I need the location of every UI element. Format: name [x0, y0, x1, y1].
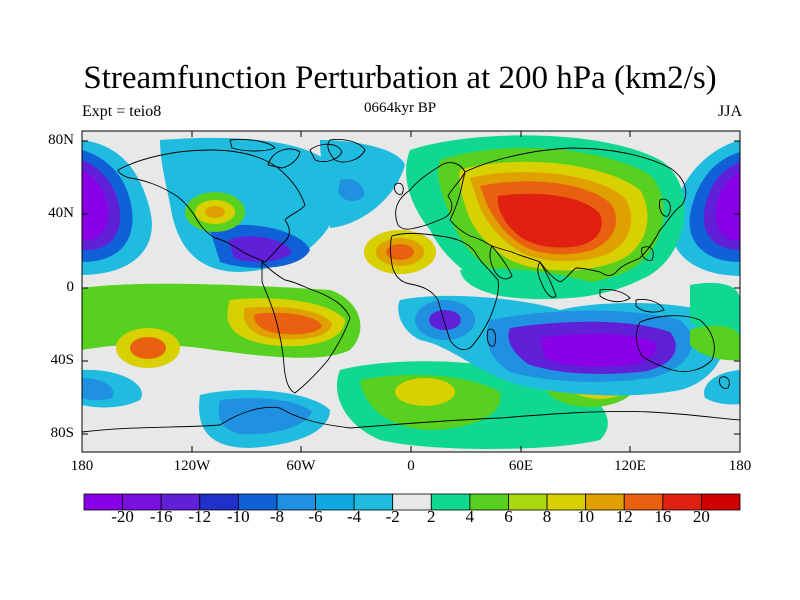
colorbar-label: 10	[577, 507, 595, 526]
lon-label-180w: 180	[70, 458, 94, 474]
colorbar-label: 20	[692, 507, 710, 526]
coastlines	[82, 139, 740, 433]
lon-label-60w: 60W	[286, 458, 316, 474]
colorbar-label: 2	[427, 507, 436, 526]
coastline-antarctica	[82, 406, 740, 433]
coastline-africa	[390, 232, 499, 351]
lon-label-0: 0	[407, 458, 415, 474]
colorbar-label: -16	[149, 507, 173, 526]
lat-label-40s: 40S	[50, 352, 74, 368]
experiment-label: Expt = teio8	[82, 103, 162, 120]
lon-label-60e: 60E	[508, 458, 534, 474]
coastline-europe	[395, 162, 466, 230]
coastline-north-america	[117, 149, 306, 263]
coastline-asia	[449, 147, 687, 283]
lat-label-40n: 40N	[48, 205, 74, 221]
lon-label-120w: 120W	[173, 458, 211, 474]
coastline-south-america	[261, 260, 351, 394]
plot-title: Streamfunction Perturbation at 200 hPa (…	[83, 60, 717, 96]
contour-field	[82, 135, 740, 449]
lat-label-0: 0	[66, 279, 75, 295]
lat-label-80n: 80N	[48, 132, 74, 148]
colorbar-label: 16	[654, 507, 672, 526]
tick-marks	[81, 131, 741, 452]
colorbar-label: 12	[615, 507, 633, 526]
colorbar-label: 6	[504, 507, 513, 526]
colorbar-box	[701, 493, 741, 511]
coastline-australia	[635, 315, 715, 372]
lon-label-120e: 120E	[614, 458, 646, 474]
colorbar-label: -6	[308, 507, 323, 526]
colorbar-label: 4	[465, 507, 475, 526]
lat-label-80s: 80S	[50, 425, 74, 441]
colorbar	[83, 493, 741, 511]
colorbar-label: -20	[111, 507, 134, 526]
colorbar-label: -10	[227, 507, 250, 526]
plot-subtitle: 0664kyr BP	[363, 100, 437, 116]
colorbar-label: -12	[188, 507, 212, 526]
colorbar-label: -8	[269, 507, 285, 526]
colorbar-label: -2	[385, 507, 400, 526]
colorbar-label: 8	[542, 507, 552, 526]
colorbar-label: -4	[347, 507, 362, 526]
season-label: JJA	[717, 103, 742, 120]
lon-label-180e: 180	[728, 458, 752, 474]
